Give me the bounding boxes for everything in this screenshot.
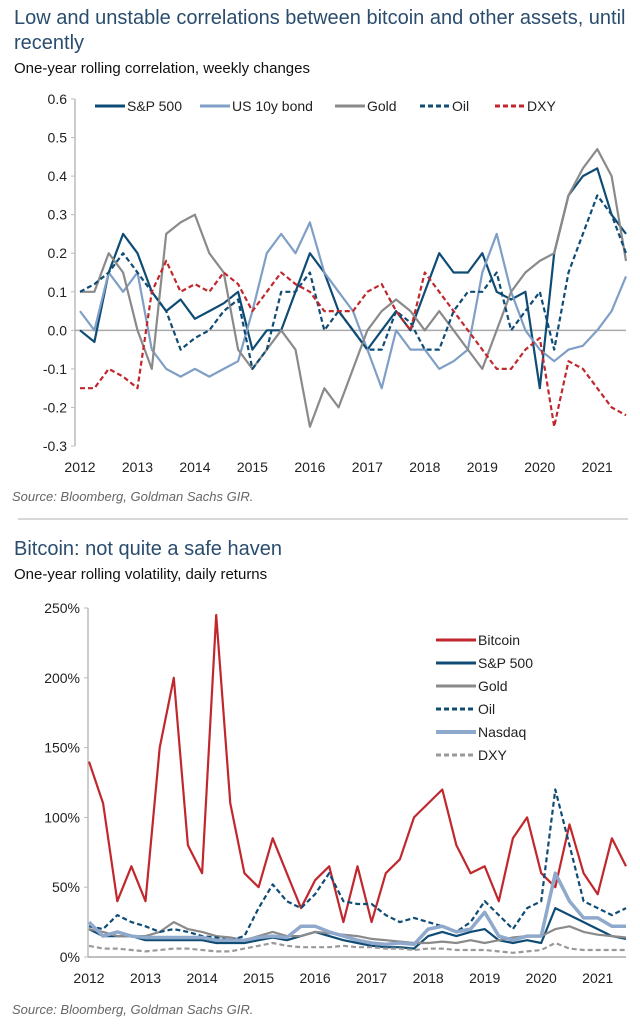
x-tick-label: 2021 (582, 459, 613, 475)
legend-label: DXY (478, 747, 507, 763)
divider (18, 518, 628, 520)
y-tick-label: 250% (44, 600, 80, 616)
legend-label: US 10y bond (232, 98, 313, 114)
y-tick-label: 0.3 (48, 207, 68, 223)
y-tick-label: 50% (52, 879, 80, 895)
x-tick-label: 2019 (469, 970, 500, 986)
y-tick-label: 0% (60, 949, 80, 965)
x-tick-label: 2019 (467, 459, 498, 475)
x-tick-label: 2016 (294, 459, 325, 475)
legend-label: Gold (478, 678, 508, 694)
y-tick-label: -0.3 (43, 438, 67, 454)
y-tick-label: 150% (44, 740, 80, 756)
x-tick-label: 2013 (122, 459, 153, 475)
x-tick-label: 2012 (64, 459, 95, 475)
series-line-nasdaq (87, 871, 626, 947)
series-line-gold (80, 148, 628, 428)
x-tick-label: 2020 (524, 459, 555, 475)
y-tick-label: 0.2 (48, 245, 68, 261)
y-tick-label: 0.6 (48, 91, 68, 107)
x-tick-label: 2015 (237, 459, 268, 475)
legend-label: Oil (452, 98, 469, 114)
x-tick-label: 2021 (582, 970, 613, 986)
legend-label: Nasdaq (478, 724, 526, 740)
x-tick-label: 2014 (186, 970, 217, 986)
series-line-s-p-500 (79, 167, 627, 390)
chart1-source: Source: Bloomberg, Goldman Sachs GIR. (12, 489, 254, 504)
series-line-s-p-500 (88, 907, 627, 950)
chart2-subtitle: One-year rolling volatility, daily retur… (14, 566, 268, 583)
series-line-dxy (80, 259, 627, 428)
chart2-title: Bitcoin: not quite a safe haven (14, 538, 282, 560)
legend-label: Bitcoin (478, 632, 520, 648)
y-tick-label: 200% (44, 670, 80, 686)
x-tick-label: 2020 (526, 970, 557, 986)
legend-label: S&P 500 (478, 655, 533, 671)
x-tick-label: 2018 (409, 459, 440, 475)
x-tick-label: 2015 (243, 970, 274, 986)
legend-label: Oil (478, 701, 495, 717)
y-tick-label: 0.5 (48, 130, 68, 146)
x-tick-label: 2018 (413, 970, 444, 986)
chart1-title: Low and unstable correlations between bi… (14, 7, 626, 54)
legend-label: DXY (527, 98, 556, 114)
y-tick-label: 0.1 (48, 284, 68, 300)
x-tick-label: 2016 (300, 970, 331, 986)
series-line-oil (88, 788, 627, 942)
chart1-subtitle: One-year rolling correlation, weekly cha… (14, 60, 310, 77)
x-tick-label: 2017 (356, 970, 387, 986)
y-tick-label: 0.0 (48, 322, 68, 338)
x-tick-label: 2014 (179, 459, 210, 475)
x-tick-label: 2013 (130, 970, 161, 986)
x-tick-label: 2012 (73, 970, 104, 986)
legend-label: S&P 500 (127, 98, 182, 114)
y-tick-label: -0.1 (43, 361, 67, 377)
y-tick-label: -0.2 (43, 399, 67, 415)
legend-label: Gold (367, 98, 397, 114)
series-line-bitcoin (87, 613, 627, 924)
chart2-source: Source: Bloomberg, Goldman Sachs GIR. (12, 1002, 254, 1017)
y-tick-label: 0.4 (48, 168, 68, 184)
series-line-dxy (88, 941, 626, 954)
x-tick-label: 2017 (352, 459, 383, 475)
y-tick-label: 100% (44, 809, 80, 825)
series-line-oil (79, 194, 628, 370)
